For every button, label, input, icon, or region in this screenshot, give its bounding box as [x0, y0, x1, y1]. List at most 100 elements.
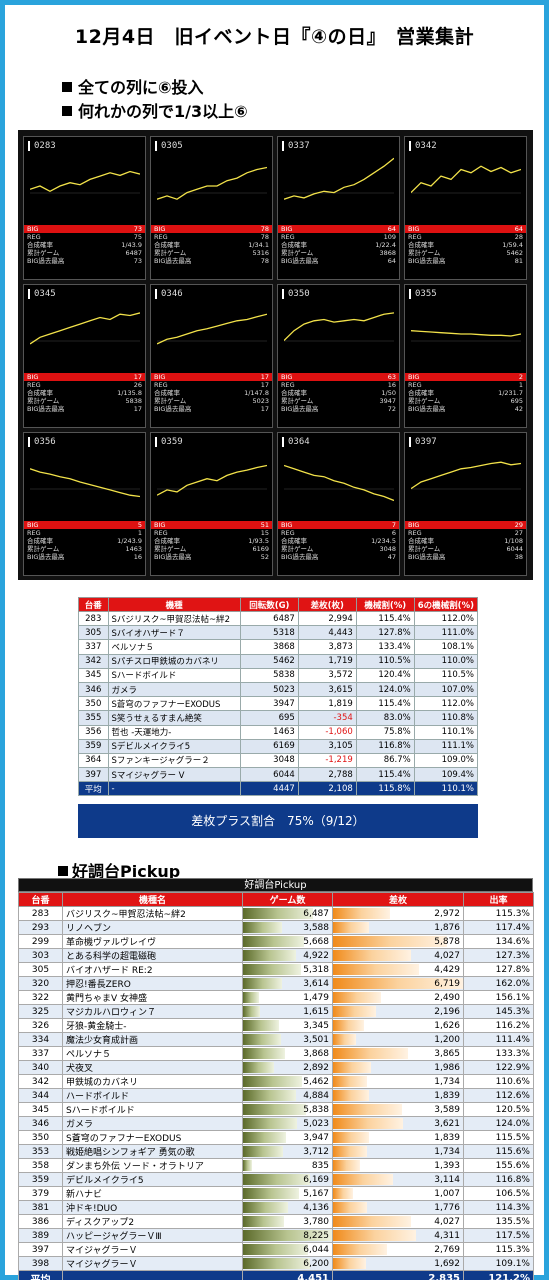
stat-row-max: BIG過去最高 64: [278, 257, 399, 265]
cell-value: ハッピージャグラーＶⅢ: [66, 1232, 162, 1242]
stat-label: 累計ゲーム: [154, 545, 187, 553]
graph-line: [157, 313, 267, 345]
table-cell: 新ハナビ: [62, 1186, 243, 1201]
table-cell: 4,027: [332, 1214, 464, 1229]
table-cell: 695: [239, 710, 299, 726]
table-cell: 2,994: [297, 610, 357, 627]
table-row: 326 牙狼-黄金騎士- 3,345 1,626 116.2%: [18, 1018, 534, 1033]
table-cell: 299: [18, 934, 63, 949]
table-cell: バイオハザード RE:2: [62, 962, 243, 977]
stat-row-games: 累計ゲーム 3947: [278, 397, 399, 405]
games-bar: [243, 922, 282, 933]
cell-value: 牙狼-黄金騎士-: [66, 1022, 127, 1032]
stat-value: 1/93.5: [248, 537, 269, 545]
table-cell: 4,311: [332, 1228, 464, 1243]
table-cell: 4,443: [297, 625, 357, 641]
table-cell: S蒼穹のファフナーEXODUS: [107, 696, 241, 712]
stat-label: BIG過去最高: [154, 405, 192, 413]
stat-label: BIG: [281, 373, 293, 381]
table-cell: とある科学の超電磁砲: [62, 948, 243, 963]
stat-label: 累計ゲーム: [408, 249, 441, 257]
graph-line: [284, 157, 394, 200]
cell-value: 2,490: [434, 992, 460, 1003]
table-cell: 2,490: [332, 990, 464, 1005]
table-cell: 155.6%: [463, 1158, 534, 1173]
table-row: 342 甲鉄城のカバネリ 5,462 1,734 110.6%: [18, 1074, 534, 1089]
cell-value: 346: [31, 1118, 50, 1129]
stat-value: 1/59.4: [502, 241, 523, 249]
table-cell: 127.8%: [355, 625, 415, 641]
stat-value: 29: [514, 521, 523, 529]
table-cell: 戦姫絶唱シンフォギア 勇気の歌: [62, 1144, 243, 1159]
stat-row-rate: 合成確率 1/108: [405, 537, 526, 545]
stat-row-rate: 合成確率 1/93.5: [151, 537, 272, 545]
games-bar: [243, 1118, 298, 1129]
table-cell: ガメラ: [107, 681, 241, 698]
stat-value: 1463: [125, 545, 142, 553]
table-cell: 牙狼-黄金騎士-: [62, 1018, 243, 1033]
table-cell: 110.1%: [413, 781, 479, 797]
table-cell: 3,868: [242, 1046, 333, 1061]
table-cell: 340: [18, 1060, 63, 1075]
table-row: 325 マジカルハロウィン７ 1,615 2,196 145.3%: [18, 1004, 534, 1019]
slot-stats: BIG 64 REG 28 合成確率 1/59.4 累計ゲーム 5462 BIG過去最高 81: [405, 225, 526, 265]
cell-value: 3,865: [434, 1048, 460, 1059]
cell-value: 322: [31, 992, 50, 1003]
stat-row-games: 累計ゲーム 1463: [24, 545, 145, 553]
stat-label: 合成確率: [27, 537, 53, 545]
pickup-heading-text: 好調台Pickup: [72, 862, 181, 881]
stat-value: 15: [260, 529, 269, 537]
stat-value: 17: [260, 405, 269, 413]
cell-value: 1,479: [303, 992, 329, 1003]
slot-graph: [157, 313, 267, 345]
table-cell: リノヘブン: [62, 920, 243, 935]
cell-value: 1,007: [434, 1188, 460, 1199]
cell-value: 3,780: [303, 1216, 329, 1227]
stat-label: REG: [281, 381, 295, 389]
cell-value: 3,947: [303, 1132, 329, 1143]
table-cell: 122.9%: [463, 1060, 534, 1075]
cell-value: 122.9%: [495, 1062, 530, 1073]
games-bar: [243, 978, 283, 989]
table-cell: 115.6%: [463, 1144, 534, 1159]
column-header: 機種名: [62, 892, 243, 907]
table-cell: 345: [78, 667, 109, 683]
table-cell: 2,892: [242, 1060, 333, 1075]
stat-value: 1/34.1: [248, 241, 269, 249]
table-row: 359 デビルメイクライ5 6,169 3,114 116.8%: [18, 1172, 534, 1187]
bullet-square-icon: [62, 106, 72, 116]
table-cell: 109.4%: [413, 767, 479, 783]
table-cell: 112.6%: [463, 1088, 534, 1103]
stat-value: 72: [387, 405, 396, 413]
cell-value: 127.8%: [495, 964, 530, 975]
column-header: ゲーム数: [242, 892, 333, 907]
cell-value: 沖ドキ!DUO: [66, 1204, 118, 1214]
cell-value: 353: [31, 1146, 50, 1157]
cell-value: 8,225: [303, 1230, 329, 1241]
table-row: 305 バイオハザード RE:2 5,318 4,429 127.8%: [18, 962, 534, 977]
table-row: 334 魔法少女育成計画 3,501 1,200 111.4%: [18, 1032, 534, 1047]
table-cell: 1,876: [332, 920, 464, 935]
table-cell: 337: [18, 1046, 63, 1061]
slot-stats: BIG 7 REG 6 合成確率 1/234.5 累計ゲーム 3048 BIG過去最高 47: [278, 521, 399, 561]
stat-value: 5: [137, 521, 142, 529]
table-cell: 甲鉄城のカバネリ: [62, 1074, 243, 1089]
stat-row-max: BIG過去最高 17: [151, 405, 272, 413]
cell-value: バジリスク~甲賀忍法帖~絆2: [66, 910, 186, 920]
stat-row-reg: REG 15: [151, 529, 272, 537]
cell-value: 124.0%: [495, 1118, 530, 1129]
cell-value: 398: [31, 1258, 50, 1269]
slot-card: 0397 BIG 29 REG 27 合成確率 1/108 累計ゲーム 6044 BIG過去最高 3…: [404, 432, 527, 576]
stat-row-rate: 合成確率 1/34.1: [151, 241, 272, 249]
table-cell: 魔法少女育成計画: [62, 1032, 243, 1047]
stat-value: 17: [260, 373, 269, 381]
stat-label: 累計ゲーム: [281, 397, 314, 405]
diff-bar: [333, 1062, 372, 1073]
stat-value: 63: [387, 373, 396, 381]
table-cell: Sマイジャグラー V: [107, 767, 241, 783]
stat-label: BIG過去最高: [281, 405, 319, 413]
table-cell: 5023: [239, 681, 299, 698]
stat-row-max: BIG過去最高 16: [24, 553, 145, 561]
stat-label: BIG過去最高: [27, 553, 65, 561]
games-bar: [243, 1160, 253, 1171]
